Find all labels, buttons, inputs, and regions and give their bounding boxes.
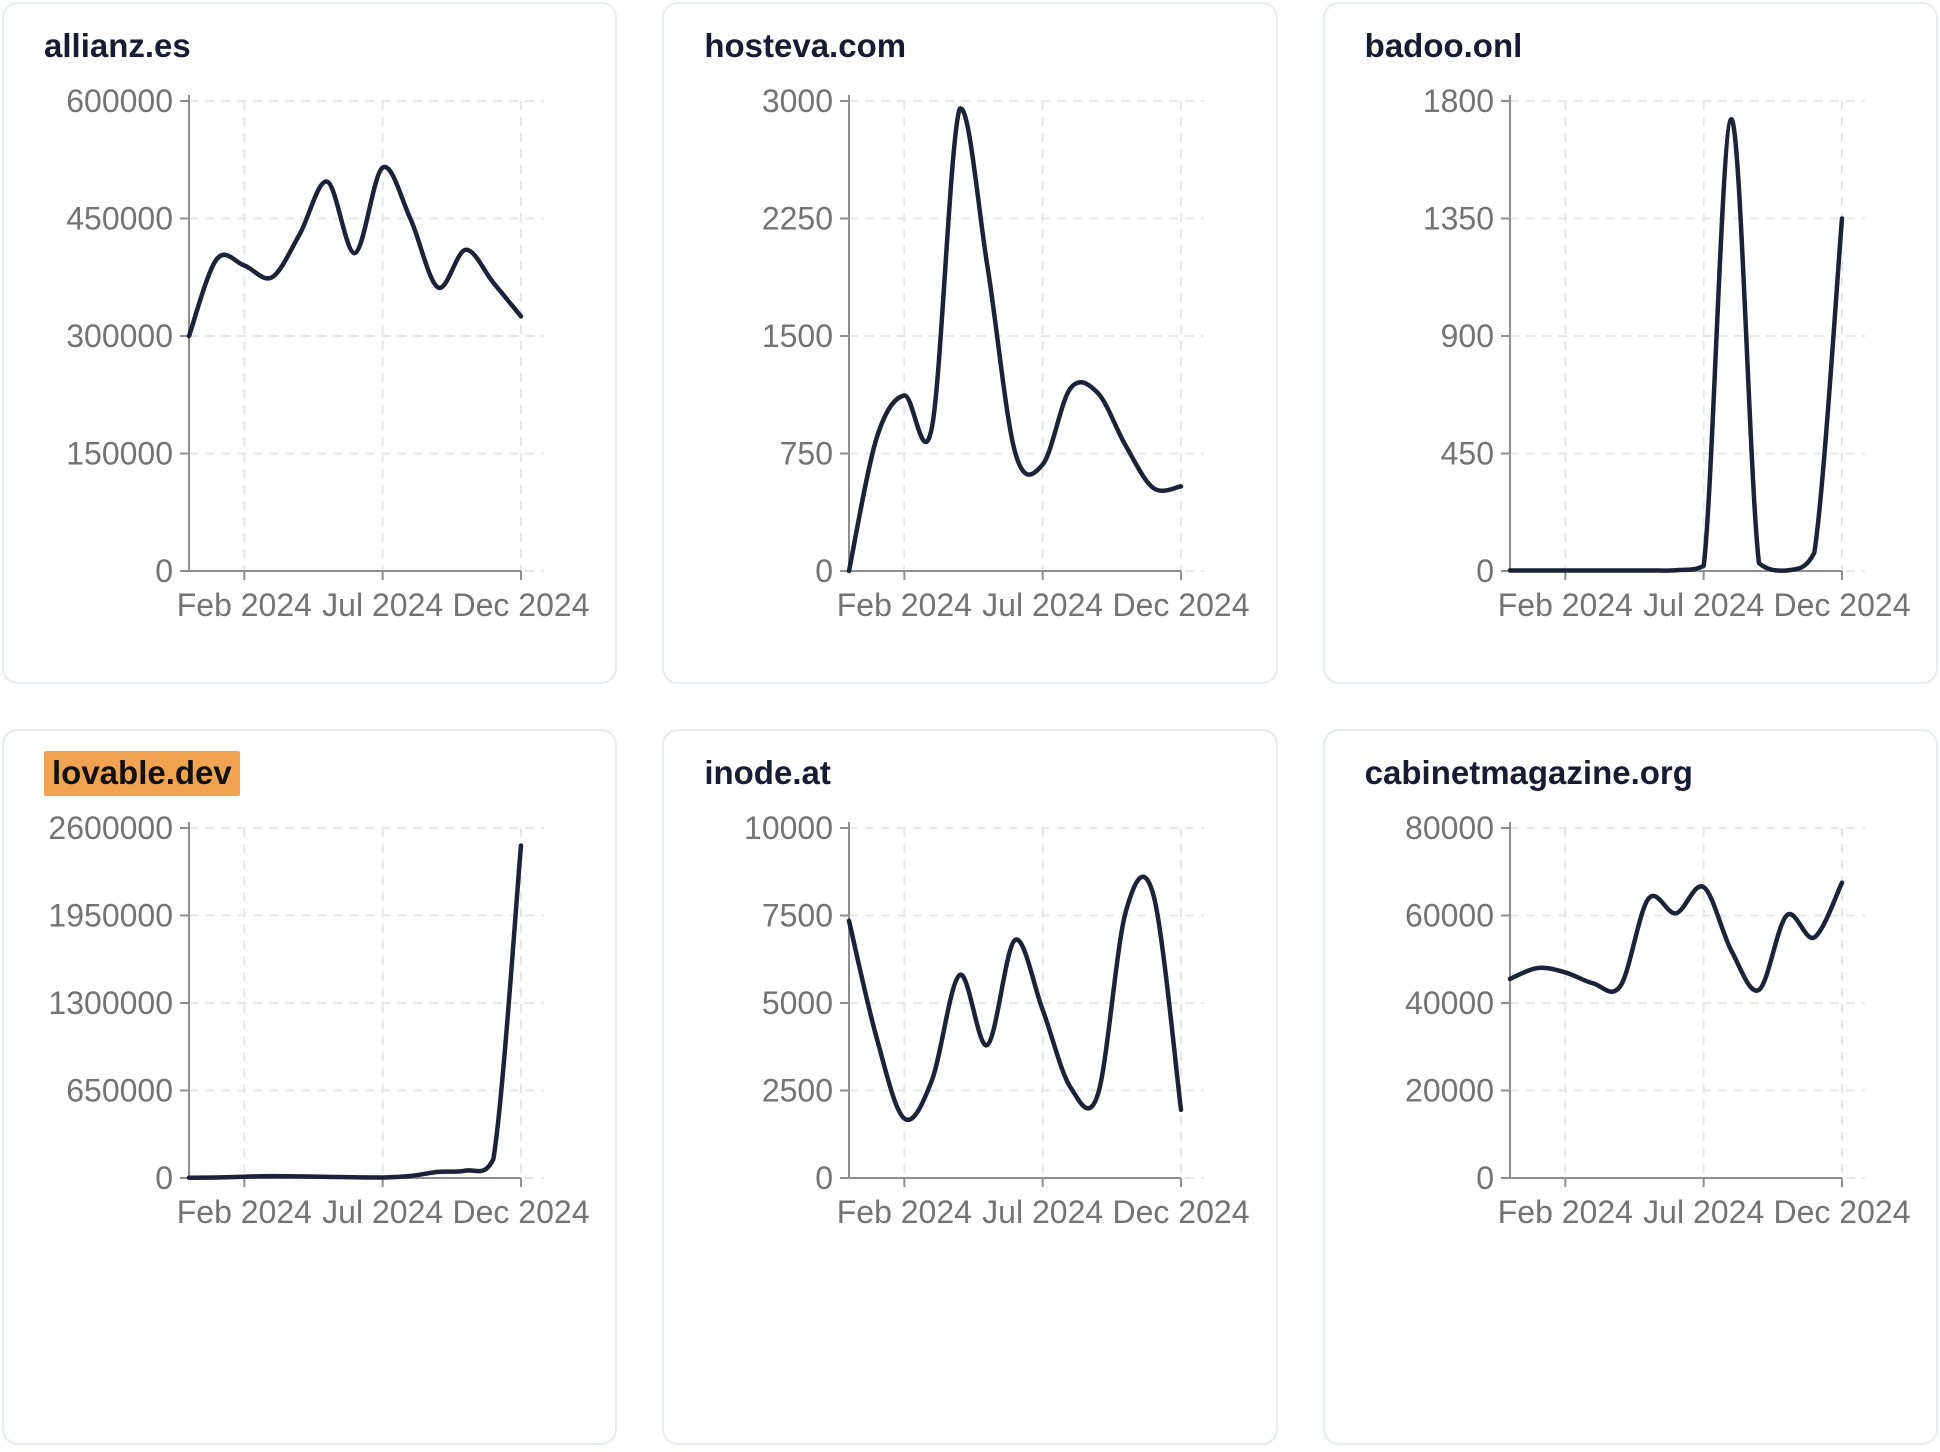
x-tick-label: Jul 2024 [1643, 1194, 1764, 1230]
domain-card: hosteva.com 0 750 1500 2250 3000 Feb 2024 Jul … [662, 2, 1278, 684]
domain-title: inode.at [704, 753, 1275, 793]
domain-title-text: cabinetmagazine.org [1364, 754, 1693, 791]
x-tick-label: Jul 2024 [983, 1194, 1104, 1230]
trend-line [1507, 880, 1844, 994]
trend-line [1507, 117, 1844, 573]
domain-card: allianz.es 0 150000 300000 450000 600000 Feb … [2, 2, 618, 684]
traffic-chart: 0 150000 300000 450000 600000 Feb 2024 Jul 202… [66, 83, 590, 623]
domain-title: badoo.onl [1365, 26, 1936, 66]
y-tick-label: 10000 [744, 810, 833, 846]
trend-line [847, 106, 1184, 574]
traffic-chart: 0 20000 40000 60000 80000 Feb 2024 Jul 2024 Dec… [1405, 810, 1910, 1230]
x-tick-label: Feb 2024 [177, 587, 312, 623]
trend-line [186, 843, 524, 1180]
domain-title-highlight: lovable.dev [44, 751, 240, 796]
y-tick-label: 1500 [762, 318, 833, 354]
y-tick-label: 7500 [762, 898, 833, 934]
x-tick-label: Dec 2024 [453, 587, 590, 623]
y-tick-label: 0 [816, 1160, 834, 1196]
domain-title: cabinetmagazine.org [1365, 753, 1936, 793]
x-tick-label: Jul 2024 [1643, 587, 1764, 623]
x-tick-label: Jul 2024 [322, 1194, 443, 1230]
domain-title-text: hosteva.com [704, 27, 907, 64]
y-tick-label: 0 [155, 1160, 173, 1196]
y-tick-label: 1950000 [48, 898, 173, 934]
domain-card: cabinetmagazine.org 0 20000 40000 60000 8000… [1322, 729, 1938, 1445]
x-tick-label: Jul 2024 [322, 587, 443, 623]
traffic-chart: 0 750 1500 2250 3000 Feb 2024 Jul 2024 Dec 2024 [762, 83, 1250, 623]
y-tick-label: 2250 [762, 201, 833, 237]
domain-card: inode.at 0 2500 5000 7500 10000 Feb 2024 Jul 2… [662, 729, 1278, 1445]
trend-line [847, 874, 1184, 1123]
y-tick-label: 750 [780, 436, 833, 472]
traffic-chart: 0 450 900 1350 1800 Feb 2024 Jul 2024 Dec 2024 [1422, 83, 1910, 623]
x-tick-label: Dec 2024 [1773, 1194, 1910, 1230]
domain-title: hosteva.com [704, 26, 1275, 66]
y-tick-label: 150000 [66, 436, 173, 472]
y-tick-label: 600000 [66, 83, 173, 119]
y-tick-label: 450000 [66, 201, 173, 237]
x-tick-label: Dec 2024 [1773, 587, 1910, 623]
domain-title-text: badoo.onl [1364, 27, 1523, 64]
y-tick-label: 0 [816, 553, 834, 589]
x-tick-label: Dec 2024 [1113, 587, 1250, 623]
traffic-chart: 0 2500 5000 7500 10000 Feb 2024 Jul 2024 Dec 20… [744, 810, 1250, 1230]
domain-card: lovable.dev 0 650000 1300000 1950000 2600000… [2, 729, 618, 1445]
y-tick-label: 450 [1440, 436, 1493, 472]
y-tick-label: 5000 [762, 985, 833, 1021]
x-tick-label: Feb 2024 [837, 587, 972, 623]
x-tick-label: Feb 2024 [1497, 1194, 1632, 1230]
domain-card: badoo.onl 0 450 900 1350 1800 Feb 2024 Jul 202… [1322, 2, 1938, 684]
domain-title-text: inode.at [704, 754, 831, 791]
x-tick-label: Dec 2024 [453, 1194, 590, 1230]
y-tick-label: 0 [155, 553, 173, 589]
y-tick-label: 2500 [762, 1073, 833, 1109]
x-tick-label: Dec 2024 [1113, 1194, 1250, 1230]
domain-title: allianz.es [44, 26, 615, 66]
domain-title: lovable.dev [44, 751, 615, 796]
x-tick-label: Feb 2024 [837, 1194, 972, 1230]
x-tick-label: Jul 2024 [983, 587, 1104, 623]
y-tick-label: 300000 [66, 318, 173, 354]
y-tick-label: 60000 [1405, 898, 1494, 934]
y-tick-label: 0 [1476, 1160, 1494, 1196]
y-tick-label: 3000 [762, 83, 833, 119]
y-tick-label: 1300000 [48, 985, 173, 1021]
trend-line [186, 164, 524, 339]
y-tick-label: 1800 [1422, 83, 1493, 119]
y-tick-label: 1350 [1422, 201, 1493, 237]
x-tick-label: Feb 2024 [177, 1194, 312, 1230]
traffic-chart: 0 650000 1300000 1950000 2600000 Feb 2024 Jul … [48, 810, 590, 1230]
y-tick-label: 40000 [1405, 985, 1494, 1021]
y-tick-label: 2600000 [48, 810, 173, 846]
y-tick-label: 650000 [66, 1073, 173, 1109]
y-tick-label: 80000 [1405, 810, 1494, 846]
y-tick-label: 20000 [1405, 1073, 1494, 1109]
domain-title-text: allianz.es [44, 27, 191, 64]
x-tick-label: Feb 2024 [1497, 587, 1632, 623]
y-tick-label: 900 [1440, 318, 1493, 354]
y-tick-label: 0 [1476, 553, 1494, 589]
